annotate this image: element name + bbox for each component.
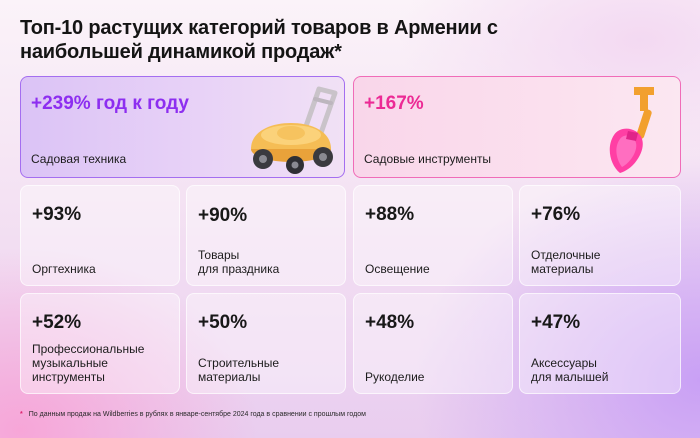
footnote: * По данным продаж на Wildberries в рубля… (20, 410, 366, 419)
growth-value: +76% (531, 204, 581, 225)
category-card-garden-tools: +167% Садовые инструменты (353, 76, 681, 178)
category-card-lighting: +88% Освещение (353, 185, 513, 286)
category-label: Освещение (365, 262, 430, 276)
category-card-party-goods: +90% Товары для праздника (186, 185, 346, 286)
category-label: Садовая техника (31, 152, 127, 166)
category-card-building-materials: +50% Строительные материалы (186, 293, 346, 394)
growth-value: +167% (364, 93, 424, 114)
growth-value: +47% (531, 312, 581, 333)
category-label: Садовые инструменты (364, 152, 492, 166)
category-label: Товары для праздника (198, 248, 280, 276)
category-label: Профессиональные музыкальные инструменты (32, 342, 145, 384)
growth-value: +50% (198, 312, 248, 333)
category-label: Рукоделие (365, 370, 425, 384)
category-card-finishing-materials: +76% Отделочные материалы (519, 185, 681, 286)
growth-value: +239% год к году (31, 93, 189, 114)
category-card-baby-accessories: +47% Аксессуары для малышей (519, 293, 681, 394)
footnote-text: По данным продаж на Wildberries в рублях… (28, 411, 366, 418)
category-card-office-equipment: +93% Оргтехника (20, 185, 180, 286)
lawnmower-icon (235, 79, 347, 182)
category-label: Оргтехника (32, 262, 96, 276)
growth-value: +90% (198, 205, 248, 226)
category-card-handicraft: +48% Рукоделие (353, 293, 513, 394)
category-card-musical-instruments: +52% Профессиональные музыкальные инстру… (20, 293, 180, 394)
growth-value: +93% (32, 204, 82, 225)
footnote-marker: * (20, 411, 23, 418)
category-card-garden-machinery: +239% год к году Садовая техника (20, 76, 345, 178)
category-label: Строительные материалы (198, 356, 280, 384)
category-label: Аксессуары для малышей (531, 356, 609, 384)
category-label: Отделочные материалы (531, 248, 601, 276)
page-title: Топ-10 растущих категорий товаров в Арме… (20, 17, 498, 63)
shovel-icon (576, 81, 676, 182)
growth-value: +48% (365, 312, 415, 333)
growth-value: +52% (32, 312, 82, 333)
growth-value: +88% (365, 204, 415, 225)
